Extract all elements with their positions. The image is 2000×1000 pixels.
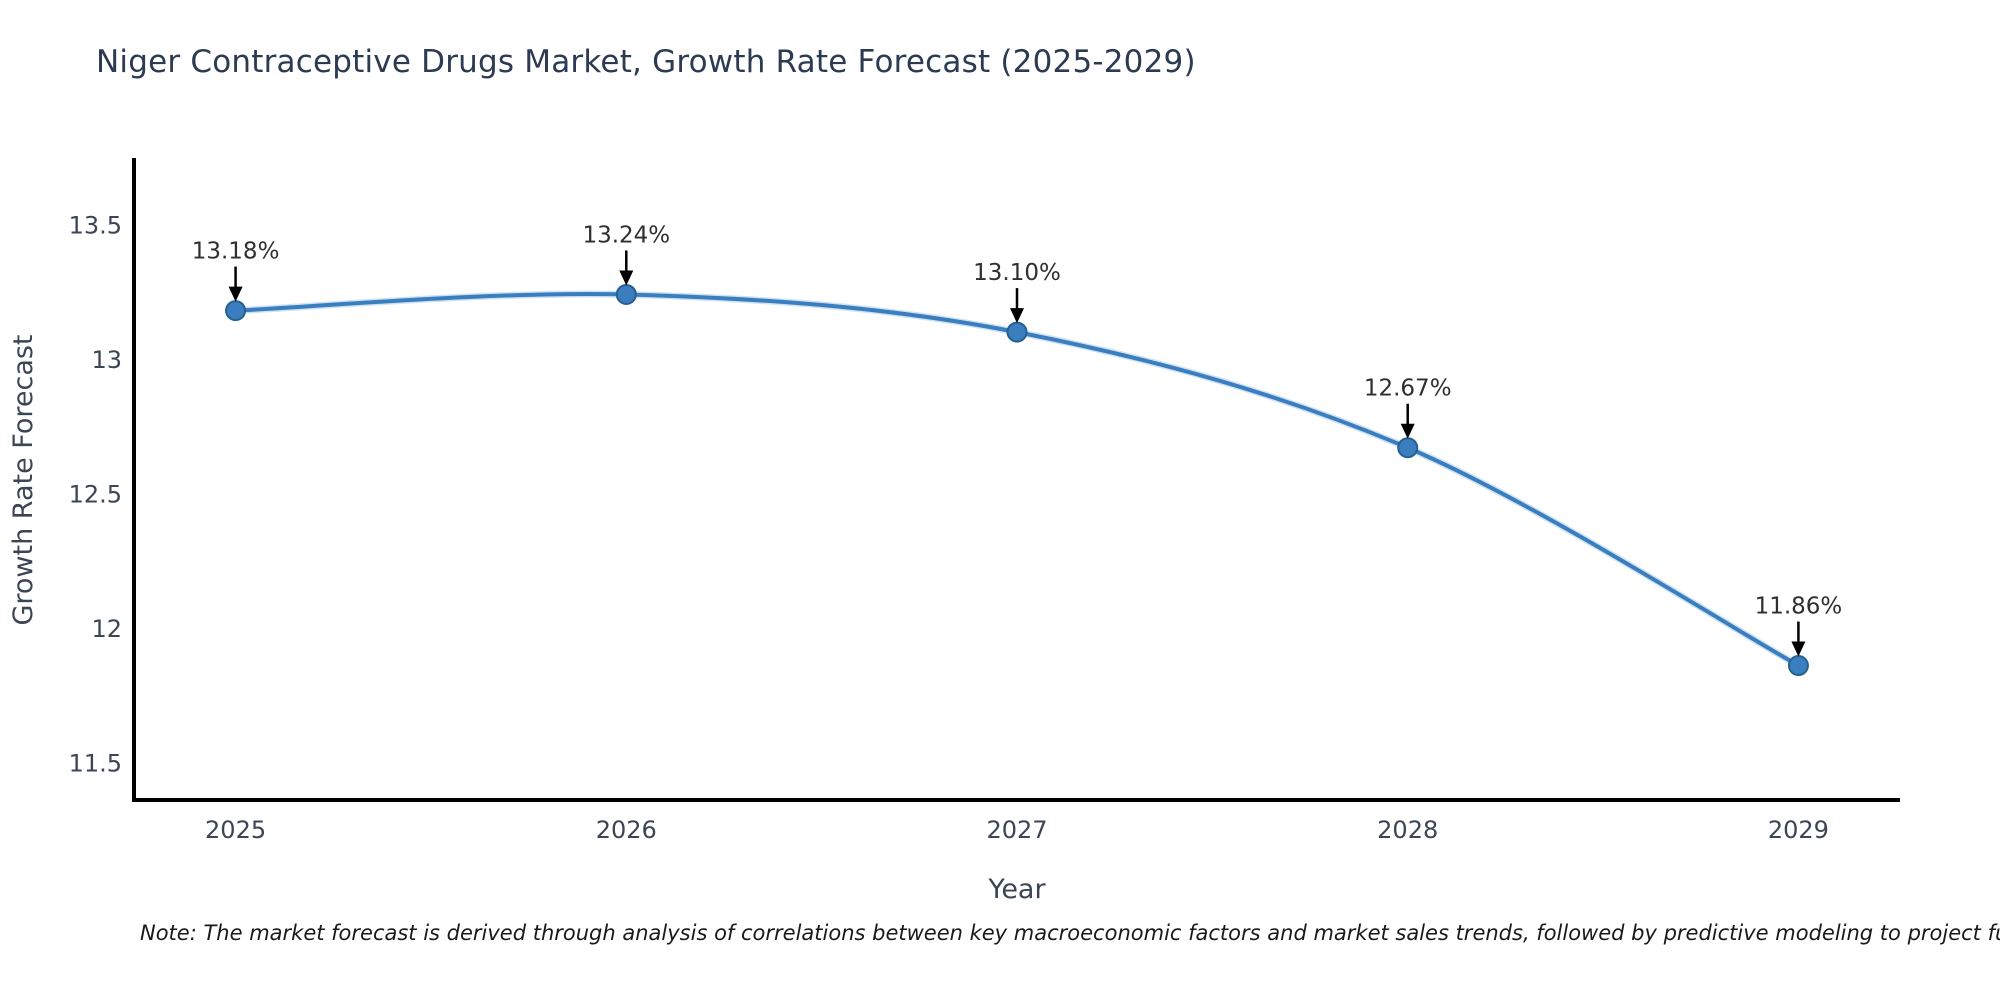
- x-tick-label: 2027: [986, 816, 1047, 844]
- x-tick-label: 2026: [596, 816, 657, 844]
- y-tick-label: 12: [91, 615, 122, 643]
- y-tick-label: 13.5: [69, 212, 122, 240]
- x-tick-label: 2025: [205, 816, 266, 844]
- point-annotation: 12.67%: [1364, 376, 1452, 439]
- axis-spines: [132, 158, 1900, 802]
- x-tick-label: 2028: [1377, 816, 1438, 844]
- data-point-marker: [225, 300, 247, 322]
- chart-title: Niger Contraceptive Drugs Market, Growth…: [96, 44, 1196, 80]
- data-point-marker: [1787, 655, 1809, 677]
- x-tick-label: 2029: [1768, 816, 1829, 844]
- y-tick-label: 11.5: [69, 749, 122, 777]
- annotation-label: 13.24%: [582, 222, 670, 248]
- data-point-marker: [1397, 437, 1419, 459]
- annotation-label: 13.18%: [192, 239, 280, 265]
- data-point-marker: [1006, 321, 1028, 343]
- point-annotation: 13.18%: [192, 239, 280, 302]
- point-annotation: 11.86%: [1755, 594, 1843, 657]
- annotation-arrow-head: [1400, 423, 1415, 439]
- y-axis-title: Growth Rate Forecast: [8, 334, 39, 625]
- annotation-label: 13.10%: [973, 260, 1061, 286]
- annotation-arrow-head: [619, 270, 634, 286]
- annotation-arrow-head: [228, 286, 243, 302]
- y-tick-label: 12.5: [69, 480, 122, 508]
- annotation-arrow-head: [1010, 308, 1024, 324]
- point-annotation: 13.10%: [973, 260, 1061, 324]
- y-tick-label: 13: [91, 346, 122, 374]
- data-point-marker: [615, 283, 637, 305]
- x-axis-title: Year: [987, 874, 1046, 905]
- annotation-label: 12.67%: [1364, 376, 1452, 402]
- series-line-halo: [232, 290, 1802, 670]
- annotation-arrow-head: [1791, 641, 1806, 657]
- footnote-text: Note: The market forecast is derived thr…: [140, 921, 2000, 945]
- annotation-label: 11.86%: [1755, 594, 1843, 620]
- point-annotation: 13.24%: [582, 222, 670, 286]
- series-line: [233, 291, 1801, 668]
